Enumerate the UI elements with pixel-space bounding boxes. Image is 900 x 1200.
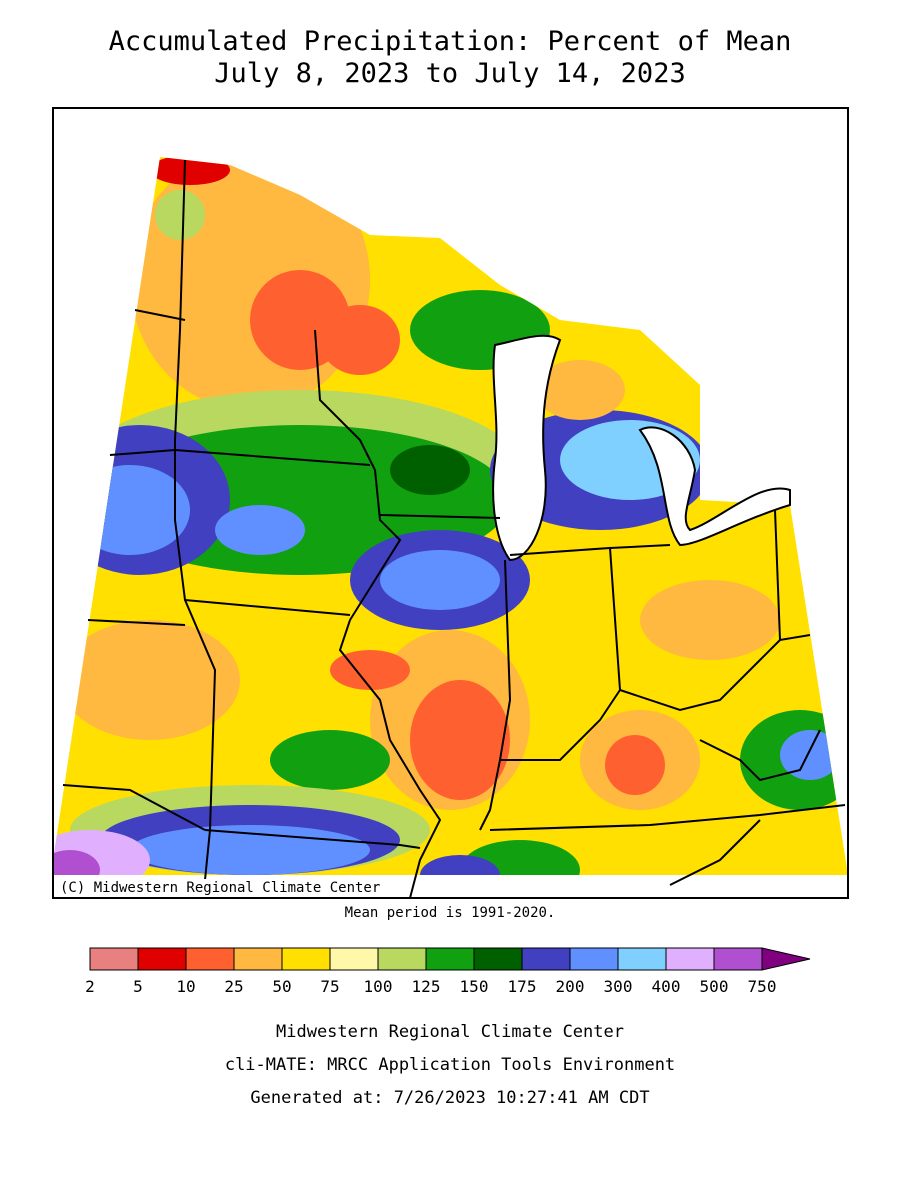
legend-label: 5 [133, 977, 143, 996]
legend-swatch [521, 947, 571, 971]
footer-line: Midwestern Regional Climate Center [276, 1022, 624, 1042]
legend-label: 10 [176, 977, 195, 996]
legend-label: 300 [604, 977, 633, 996]
legend-label: 50 [272, 977, 291, 996]
legend-swatch [233, 947, 283, 971]
precip-field [53, 157, 848, 875]
state-lines [62, 159, 846, 899]
legend-label: 750 [748, 977, 777, 996]
legend-swatch [473, 947, 523, 971]
lake-michigan [492, 334, 562, 562]
legend-swatch [185, 947, 235, 971]
legend-swatch [713, 947, 763, 971]
legend-swatch [281, 947, 331, 971]
legend-arrow [761, 947, 811, 971]
map-frame [52, 107, 849, 899]
legend-swatch [377, 947, 427, 971]
footer-line: cli-MATE: MRCC Application Tools Environ… [225, 1055, 675, 1075]
title: Accumulated Precipitation: Percent of Me… [109, 26, 792, 57]
legend-label: 175 [508, 977, 537, 996]
legend-swatch [137, 947, 187, 971]
legend-swatch [569, 947, 619, 971]
legend-label: 125 [412, 977, 441, 996]
legend-label: 150 [460, 977, 489, 996]
legend-label: 75 [320, 977, 339, 996]
subtitle: July 8, 2023 to July 14, 2023 [214, 58, 685, 89]
credit-box [55, 879, 338, 897]
legend-swatch [665, 947, 715, 971]
legend-swatch [617, 947, 667, 971]
legend-label: 500 [700, 977, 729, 996]
legend-label: 25 [224, 977, 243, 996]
legend-label: 200 [556, 977, 585, 996]
legend-label: 100 [364, 977, 393, 996]
legend-swatch [329, 947, 379, 971]
legend-swatch [89, 947, 139, 971]
mean-period: Mean period is 1991-2020. [345, 905, 556, 921]
footer-line: Generated at: 7/26/2023 10:27:41 AM CDT [250, 1088, 649, 1108]
legend-label: 2 [85, 977, 95, 996]
credit: (C) Midwestern Regional Climate Center [60, 880, 380, 896]
legend: 2 5 10 25 50 75 100 125 150 175 200 300 400 500 750 [85, 947, 811, 996]
legend-swatch [425, 947, 475, 971]
legend-label: 400 [652, 977, 681, 996]
lake-huron-erie [638, 426, 791, 547]
